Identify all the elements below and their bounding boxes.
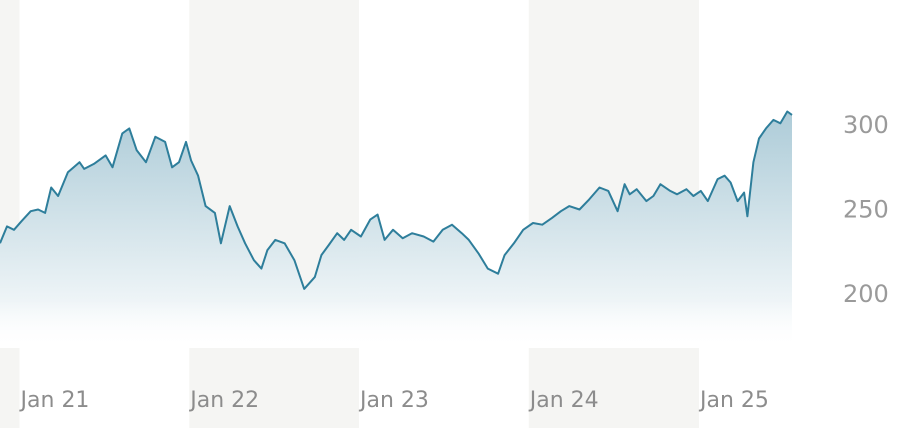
x-tick-label: Jan 22: [188, 388, 259, 413]
price-line: [0, 110, 793, 290]
x-tick-label: Jan 23: [358, 388, 429, 413]
year-band: [0, 0, 20, 428]
x-tick-label: Jan 24: [528, 388, 599, 413]
price-area-fill: [0, 111, 792, 348]
year-band: [189, 0, 360, 428]
x-axis-ticks: Jan 21 Jan 22 Jan 23 Jan 24 Jan 25: [19, 388, 769, 413]
x-tick-label: Jan 25: [698, 388, 769, 413]
y-tick-label: 250: [843, 196, 889, 224]
x-tick-label: Jan 21: [19, 388, 90, 413]
y-tick-label: 300: [843, 111, 889, 139]
area-bottom-fade: [0, 300, 792, 348]
y-tick-label: 200: [843, 280, 889, 308]
y-axis-ticks: 300 250 200: [843, 111, 889, 308]
